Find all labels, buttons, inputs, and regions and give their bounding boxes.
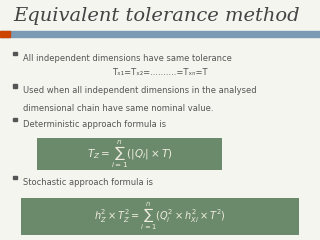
Text: dimensional chain have same nominal value.: dimensional chain have same nominal valu… (23, 104, 213, 113)
Text: Tₓ₁=Tₓ₂=..........=Tₓₙ=T: Tₓ₁=Tₓ₂=..........=Tₓₙ=T (112, 68, 208, 77)
Bar (13, 176, 17, 179)
Bar (0, 31, 10, 37)
FancyBboxPatch shape (21, 198, 299, 235)
Text: Used when all independent dimensions in the analysed: Used when all independent dimensions in … (23, 86, 257, 96)
Text: Equivalent tolerance method: Equivalent tolerance method (13, 7, 300, 25)
FancyBboxPatch shape (37, 138, 222, 170)
Text: Stochastic approach formula is: Stochastic approach formula is (23, 178, 153, 187)
Text: All independent dimensions have same tolerance: All independent dimensions have same tol… (23, 54, 232, 63)
Bar (13, 118, 17, 121)
Text: $h_Z^2 \times T_Z^2 = \sum_{i=1}^{n}(Q_i^2 \times h_{Xi}^2 \times T^2)$: $h_Z^2 \times T_Z^2 = \sum_{i=1}^{n}(Q_i… (94, 201, 226, 232)
Bar (13, 52, 17, 55)
Text: Deterministic approach formula is: Deterministic approach formula is (23, 120, 166, 129)
Bar (13, 84, 17, 88)
Text: $T_Z = \sum_{i=1}^{n}(|Q_i| \times T)$: $T_Z = \sum_{i=1}^{n}(|Q_i| \times T)$ (87, 138, 172, 170)
Bar (0, 31, 320, 37)
